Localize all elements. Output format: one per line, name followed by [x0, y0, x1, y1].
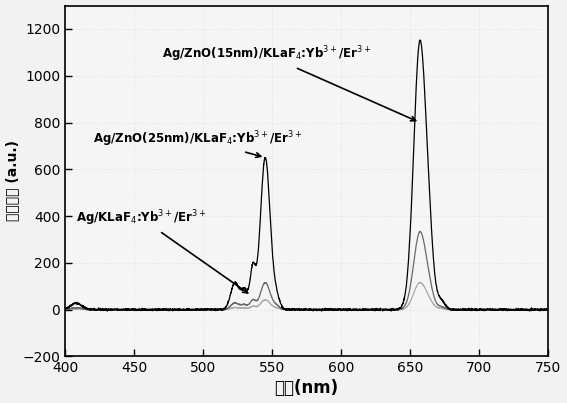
Text: Ag/ZnO(15nm)/KLaF$_4$:Yb$^{3+}$/Er$^{3+}$: Ag/ZnO(15nm)/KLaF$_4$:Yb$^{3+}$/Er$^{3+}…: [162, 45, 416, 121]
Text: Ag/ZnO(25nm)/KLaF$_4$:Yb$^{3+}$/Er$^{3+}$: Ag/ZnO(25nm)/KLaF$_4$:Yb$^{3+}$/Er$^{3+}…: [92, 129, 302, 158]
Text: Ag/KLaF$_4$:Yb$^{3+}$/Er$^{3+}$: Ag/KLaF$_4$:Yb$^{3+}$/Er$^{3+}$: [76, 209, 248, 293]
X-axis label: 波长(nm): 波长(nm): [274, 380, 338, 397]
Y-axis label: 相对强度 (a.u.): 相对强度 (a.u.): [6, 141, 19, 222]
